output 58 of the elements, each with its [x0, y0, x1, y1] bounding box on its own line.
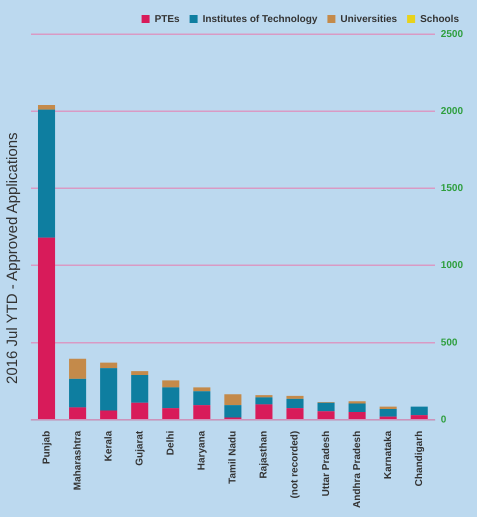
- x-tick-label: Tamil Nadu: [228, 430, 239, 484]
- bar: [255, 404, 272, 420]
- x-tick-label: Kerala: [103, 430, 114, 462]
- bar: [162, 387, 180, 408]
- bar: [131, 402, 148, 420]
- y-tick-label: 2000: [440, 106, 464, 117]
- bar: [69, 378, 86, 408]
- bar: [286, 398, 304, 408]
- bar: [162, 380, 180, 388]
- text: 2016 Jul YTD - Approved Applications: [3, 132, 22, 386]
- bar: [162, 408, 180, 420]
- bar: [348, 412, 366, 420]
- bar: [69, 358, 86, 379]
- y-tick-label: 1000: [440, 260, 464, 272]
- legend-label: Institutes of Technology: [202, 14, 318, 25]
- legend-label: Universities: [340, 14, 398, 25]
- x-tick-label: Chandigarh: [414, 430, 425, 486]
- bar: [100, 368, 118, 410]
- bar: [348, 404, 366, 412]
- bar: [100, 362, 118, 368]
- x-tick-label: Uttar Pradesh: [320, 430, 332, 496]
- legend-label: PTEs: [154, 14, 180, 25]
- x-tick-label: Punjab: [41, 430, 52, 464]
- x-tick-label: Rajasthan: [258, 430, 270, 479]
- bar: [286, 408, 304, 420]
- bar: [286, 396, 304, 399]
- y-tick-label: 500: [440, 337, 458, 348]
- x-tick-label: Gujarat: [134, 430, 146, 466]
- y-tick-label: 1500: [440, 183, 464, 194]
- bar: [100, 410, 118, 420]
- bar: [410, 406, 428, 416]
- bar: [410, 415, 428, 420]
- y-tick-label: 2500: [440, 28, 464, 40]
- x-tick-label: Karnataka: [382, 430, 394, 480]
- bar: [193, 405, 210, 420]
- y-tick-label: 0: [440, 414, 447, 426]
- bar: [38, 104, 56, 110]
- x-tick-label: Delhi: [166, 430, 177, 456]
- x-tick-label: Maharashtra: [72, 430, 84, 490]
- bar: [131, 375, 148, 403]
- bar: [38, 110, 56, 238]
- bar: [318, 411, 335, 420]
- bar: [318, 402, 335, 412]
- x-tick-label: (not recorded): [290, 430, 301, 499]
- bar: [193, 391, 210, 406]
- x-tick-label: Haryana: [196, 430, 208, 470]
- bar: [224, 394, 242, 406]
- bar: [380, 416, 397, 420]
- bar: [131, 371, 148, 376]
- bar: [69, 407, 86, 420]
- bar: [224, 405, 242, 418]
- legend-label: Schools: [420, 14, 460, 25]
- bar: [348, 401, 366, 404]
- bar: [380, 408, 397, 417]
- bar: [193, 387, 210, 392]
- bar: [255, 397, 272, 404]
- x-tick-label: Andhra Pradesh: [352, 430, 363, 508]
- bar: [38, 238, 56, 420]
